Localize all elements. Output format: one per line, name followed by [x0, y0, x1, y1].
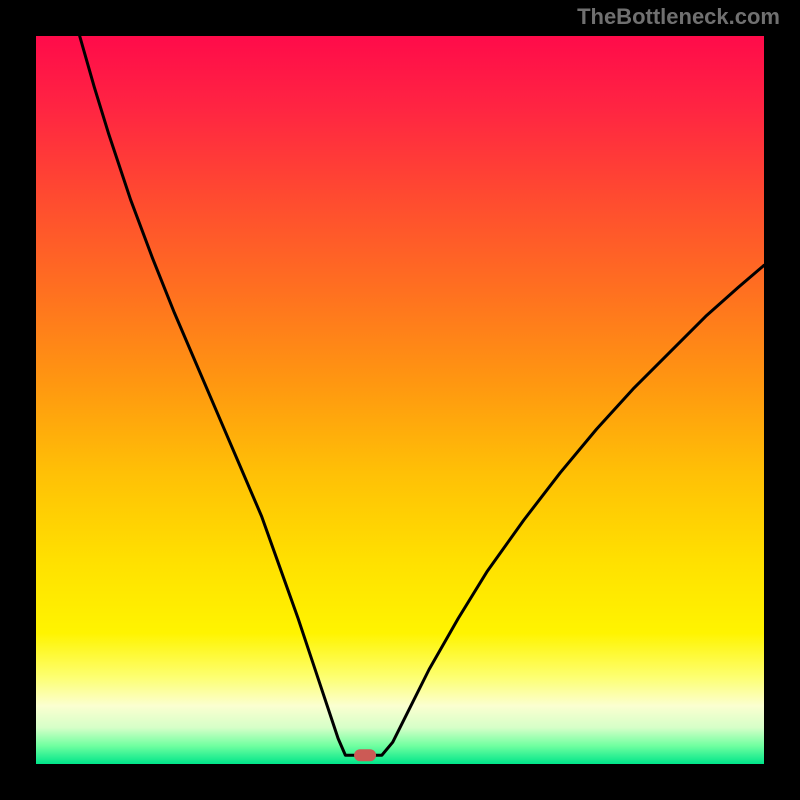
plot-background [36, 36, 764, 764]
optimal-point-marker [354, 749, 376, 761]
bottleneck-curve-chart [0, 0, 800, 800]
chart-container: TheBottleneck.com [0, 0, 800, 800]
watermark-text: TheBottleneck.com [577, 4, 780, 30]
